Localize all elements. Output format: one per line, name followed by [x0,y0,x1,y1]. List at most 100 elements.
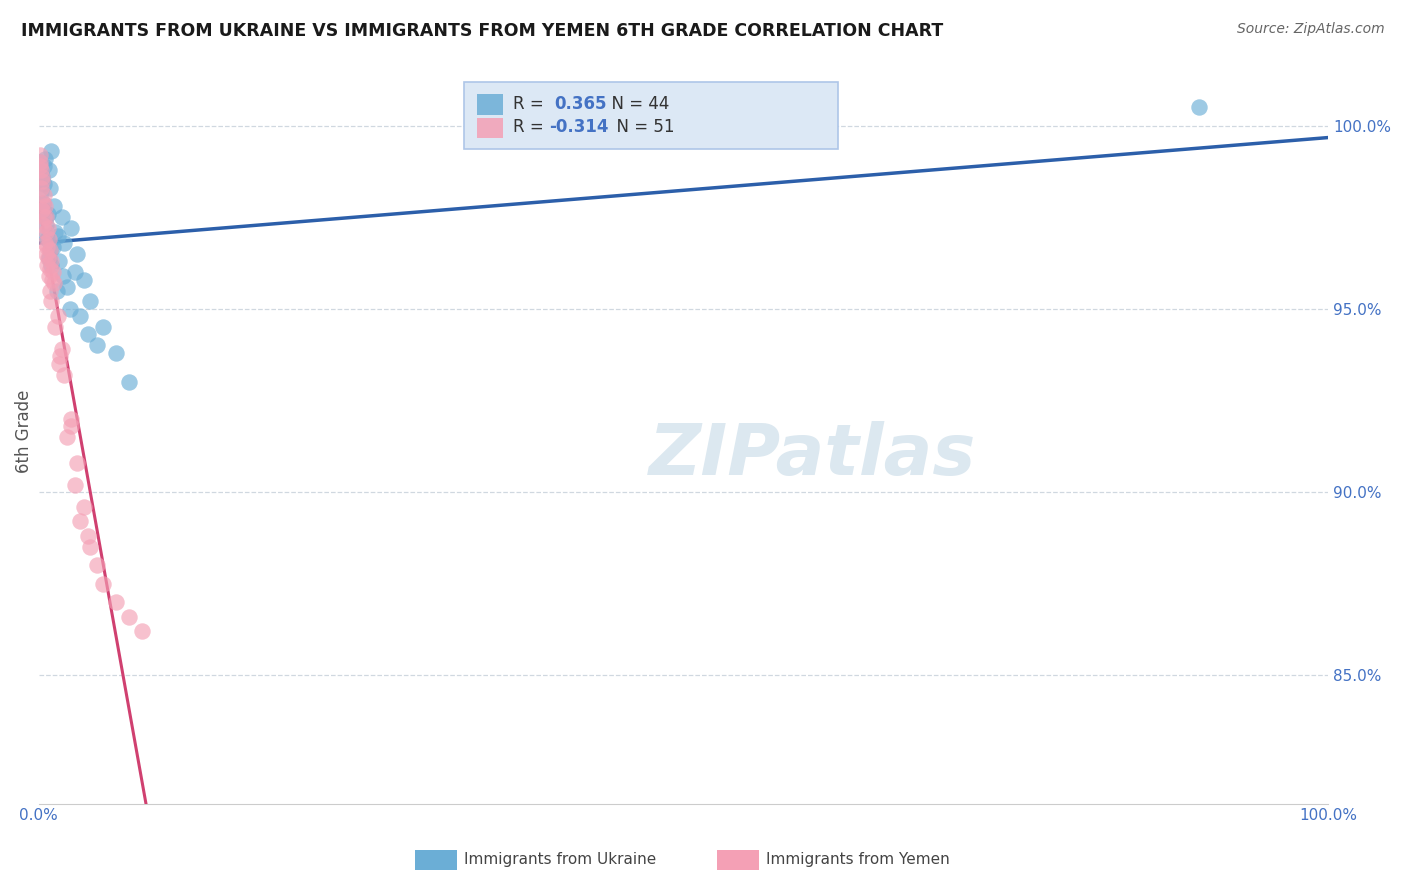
Point [58,301,80,316]
Point [86,338,108,352]
Text: N = 51: N = 51 [606,118,675,136]
Point [30,166,52,180]
Point [37,258,59,272]
Point [91,576,114,591]
Point [104,346,127,360]
Point [34,210,56,224]
Point [118,609,141,624]
Point [31,173,53,187]
Point [63,477,86,491]
Text: R =: R = [513,95,554,113]
Point [48,357,70,371]
Point [56,280,79,294]
Point [38,284,60,298]
Point [34,152,56,166]
Point [48,254,70,268]
Point [32,195,55,210]
Point [42,239,65,253]
Text: R =: R = [513,118,550,136]
Text: N = 44: N = 44 [600,95,669,113]
Point [38,251,60,265]
Point [41,145,63,159]
Point [30,162,52,177]
Point [31,169,53,184]
Point [34,225,56,239]
Text: -0.314: -0.314 [550,118,609,136]
Point [30,155,52,169]
Point [46,228,69,243]
Point [44,225,66,239]
Point [91,320,114,334]
Point [59,419,82,434]
Point [32,202,55,217]
Y-axis label: 6th Grade: 6th Grade [15,390,32,474]
Point [35,247,58,261]
Point [37,251,59,265]
Point [35,210,58,224]
Point [37,206,59,220]
Point [76,529,98,543]
Bar [477,95,503,114]
Point [56,430,79,444]
Point [35,210,58,224]
Point [79,540,101,554]
Point [38,268,60,283]
Point [30,155,52,169]
Point [39,294,62,309]
Point [32,195,55,210]
Point [53,235,76,250]
Point [32,188,55,202]
Point [37,221,59,235]
Text: Immigrants from Ukraine: Immigrants from Ukraine [464,853,657,867]
Point [104,595,127,609]
Text: Immigrants from Yemen: Immigrants from Yemen [766,853,950,867]
Point [41,254,63,268]
Point [69,309,91,323]
Point [35,232,58,246]
Bar [477,118,503,137]
Point [41,272,63,286]
Point [42,265,65,279]
Point [31,169,53,184]
Point [39,243,62,257]
Point [34,178,56,192]
Point [73,272,96,286]
Point [28,148,51,162]
Point [63,265,86,279]
Point [31,173,53,187]
Point [118,375,141,389]
Point [53,368,76,382]
Point [131,624,153,639]
Point [73,500,96,514]
Point [59,221,82,235]
Point [31,202,53,217]
Text: IMMIGRANTS FROM UKRAINE VS IMMIGRANTS FROM YEMEN 6TH GRADE CORRELATION CHART: IMMIGRANTS FROM UKRAINE VS IMMIGRANTS FR… [21,22,943,40]
Point [32,218,55,232]
Point [28,159,51,173]
Point [38,243,60,257]
Point [46,309,69,323]
Point [30,181,52,195]
Point [86,558,108,573]
Text: 0.365: 0.365 [554,95,607,113]
Point [35,239,58,253]
Point [34,235,56,250]
Point [52,268,75,283]
Point [38,162,60,177]
Point [49,350,72,364]
Point [51,342,73,356]
Point [34,218,56,232]
Point [79,294,101,309]
Point [39,181,62,195]
Point [42,199,65,213]
Point [35,228,58,243]
Point [1188,100,1211,114]
Point [38,232,60,246]
Point [32,159,55,173]
Point [59,411,82,425]
Point [45,284,67,298]
Point [39,258,62,272]
Bar [464,81,838,149]
Point [44,320,66,334]
Text: ZIPatlas: ZIPatlas [648,421,976,490]
